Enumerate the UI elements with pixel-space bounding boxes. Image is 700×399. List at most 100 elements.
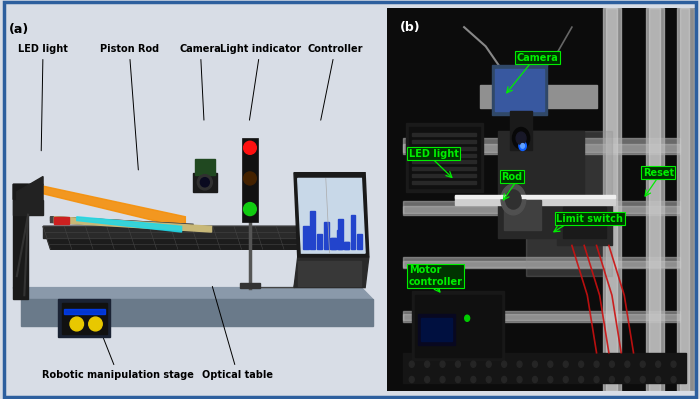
Bar bbox=[412, 167, 477, 170]
Polygon shape bbox=[77, 217, 181, 232]
Circle shape bbox=[533, 361, 538, 367]
Circle shape bbox=[533, 377, 538, 383]
Circle shape bbox=[579, 361, 584, 367]
Polygon shape bbox=[294, 173, 369, 257]
Bar bbox=[241, 138, 258, 223]
Bar bbox=[351, 215, 356, 249]
Circle shape bbox=[512, 128, 530, 149]
Bar bbox=[480, 85, 596, 108]
Bar bbox=[402, 261, 680, 267]
Text: (a): (a) bbox=[9, 23, 29, 36]
Circle shape bbox=[89, 317, 102, 331]
Circle shape bbox=[640, 377, 645, 383]
Circle shape bbox=[516, 132, 526, 144]
Circle shape bbox=[200, 178, 209, 187]
Bar bbox=[498, 130, 584, 238]
Polygon shape bbox=[43, 226, 298, 238]
Text: Limit switch: Limit switch bbox=[556, 213, 624, 224]
Bar bbox=[563, 207, 606, 238]
Bar bbox=[412, 147, 477, 150]
Circle shape bbox=[465, 315, 470, 321]
Circle shape bbox=[486, 377, 491, 383]
Bar bbox=[337, 230, 342, 249]
Bar bbox=[415, 295, 501, 357]
Bar bbox=[409, 127, 480, 188]
Bar bbox=[62, 303, 106, 334]
Circle shape bbox=[517, 377, 522, 383]
Bar bbox=[649, 8, 659, 391]
Bar bbox=[526, 130, 612, 276]
Bar bbox=[455, 196, 615, 205]
Circle shape bbox=[594, 361, 599, 367]
Bar bbox=[239, 282, 260, 288]
Bar bbox=[412, 291, 504, 360]
Circle shape bbox=[656, 377, 661, 383]
Bar bbox=[402, 206, 680, 213]
Bar bbox=[402, 138, 680, 154]
Bar bbox=[195, 159, 216, 175]
Bar bbox=[55, 217, 69, 224]
Bar bbox=[402, 257, 680, 269]
Bar bbox=[510, 111, 532, 150]
Bar bbox=[412, 154, 477, 156]
Bar bbox=[323, 223, 329, 249]
Circle shape bbox=[517, 361, 522, 367]
Circle shape bbox=[610, 361, 615, 367]
Circle shape bbox=[410, 361, 414, 367]
Bar bbox=[677, 8, 694, 391]
Text: Camera: Camera bbox=[179, 44, 221, 120]
Text: Light indicator: Light indicator bbox=[220, 44, 301, 120]
Circle shape bbox=[625, 377, 630, 383]
Bar bbox=[13, 200, 43, 215]
Circle shape bbox=[440, 361, 445, 367]
Bar bbox=[193, 173, 217, 192]
Bar bbox=[402, 144, 680, 152]
Circle shape bbox=[671, 361, 676, 367]
Bar bbox=[317, 234, 322, 249]
Bar bbox=[331, 238, 336, 249]
Bar bbox=[64, 309, 105, 314]
Bar bbox=[402, 201, 680, 215]
Circle shape bbox=[502, 361, 507, 367]
Bar bbox=[455, 195, 615, 198]
Text: Camera: Camera bbox=[517, 53, 558, 63]
Circle shape bbox=[410, 377, 414, 383]
Circle shape bbox=[594, 377, 599, 383]
Circle shape bbox=[486, 361, 491, 367]
Polygon shape bbox=[17, 176, 43, 215]
Bar bbox=[606, 8, 617, 391]
Circle shape bbox=[456, 361, 461, 367]
Circle shape bbox=[640, 361, 645, 367]
Bar bbox=[412, 174, 477, 177]
Bar bbox=[357, 234, 362, 249]
Polygon shape bbox=[13, 288, 372, 299]
Bar bbox=[344, 242, 349, 249]
Text: Optical table: Optical table bbox=[202, 286, 273, 380]
Text: Rod: Rod bbox=[501, 172, 522, 182]
Circle shape bbox=[548, 377, 553, 383]
Circle shape bbox=[471, 377, 476, 383]
Polygon shape bbox=[298, 178, 365, 253]
Polygon shape bbox=[43, 226, 305, 249]
Text: Motor
controller: Motor controller bbox=[409, 265, 463, 287]
Circle shape bbox=[244, 203, 256, 215]
Polygon shape bbox=[50, 217, 193, 228]
Text: Piston Rod: Piston Rod bbox=[99, 44, 159, 170]
Circle shape bbox=[577, 217, 582, 223]
Polygon shape bbox=[294, 257, 369, 288]
Bar bbox=[310, 211, 315, 249]
Circle shape bbox=[502, 377, 507, 383]
Bar bbox=[405, 123, 482, 192]
Circle shape bbox=[501, 184, 526, 215]
Bar bbox=[402, 310, 680, 322]
Text: Controller: Controller bbox=[307, 44, 363, 120]
Bar bbox=[303, 226, 309, 249]
Bar bbox=[646, 8, 664, 391]
Circle shape bbox=[571, 217, 576, 223]
Circle shape bbox=[671, 377, 676, 383]
Polygon shape bbox=[298, 226, 305, 261]
Bar bbox=[556, 200, 612, 245]
Circle shape bbox=[519, 141, 526, 150]
Circle shape bbox=[564, 377, 568, 383]
Bar bbox=[492, 65, 547, 115]
